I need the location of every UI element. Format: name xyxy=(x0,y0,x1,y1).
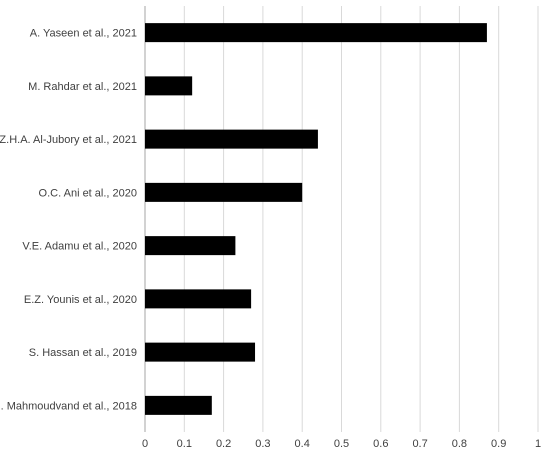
bars xyxy=(145,23,487,415)
bar xyxy=(145,342,256,362)
category-label: H. Mahmoudvand et al., 2018 xyxy=(0,400,137,412)
bar xyxy=(145,182,303,202)
x-tick-label: 0.5 xyxy=(334,438,349,450)
x-tick-label: 0.1 xyxy=(177,438,192,450)
category-label: M. Rahdar et al., 2021 xyxy=(28,81,137,93)
x-tick-label: 0.2 xyxy=(216,438,231,450)
category-label: Z.H.A. Al-Jubory et al., 2021 xyxy=(0,134,137,146)
bar xyxy=(145,236,236,256)
x-tick-label: 0.8 xyxy=(452,438,467,450)
x-tick-label: 0.3 xyxy=(255,438,270,450)
bar xyxy=(145,395,212,415)
x-tick-label: 0.6 xyxy=(373,438,388,450)
x-tick-label: 1 xyxy=(535,438,541,450)
category-label: V.E. Adamu et al., 2020 xyxy=(22,241,137,253)
x-tick-label: 0.9 xyxy=(491,438,506,450)
bar xyxy=(145,129,318,149)
category-label: E.Z. Younis et al., 2020 xyxy=(24,294,137,306)
x-tick-labels: 0 0.1 0.2 0.3 0.4 0.5 0.6 0.7 0.8 0.9 1 xyxy=(142,438,541,450)
category-label: S. Hassan et al., 2019 xyxy=(29,347,137,359)
x-tick-label: 0.4 xyxy=(295,438,310,450)
category-labels: A. Yaseen et al., 2021 M. Rahdar et al., … xyxy=(0,28,137,413)
bar xyxy=(145,23,487,43)
x-tick-label: 0.7 xyxy=(412,438,427,450)
gridlines xyxy=(144,6,539,432)
bar xyxy=(145,76,193,96)
bar xyxy=(145,289,252,309)
category-label: O.C. Ani et al., 2020 xyxy=(39,187,137,199)
x-tick-label: 0 xyxy=(142,438,148,450)
category-label: A. Yaseen et al., 2021 xyxy=(30,28,137,40)
